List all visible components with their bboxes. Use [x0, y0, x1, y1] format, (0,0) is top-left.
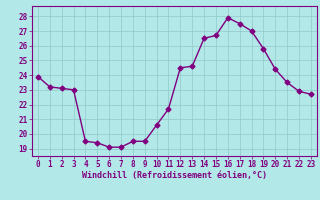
X-axis label: Windchill (Refroidissement éolien,°C): Windchill (Refroidissement éolien,°C) [82, 171, 267, 180]
